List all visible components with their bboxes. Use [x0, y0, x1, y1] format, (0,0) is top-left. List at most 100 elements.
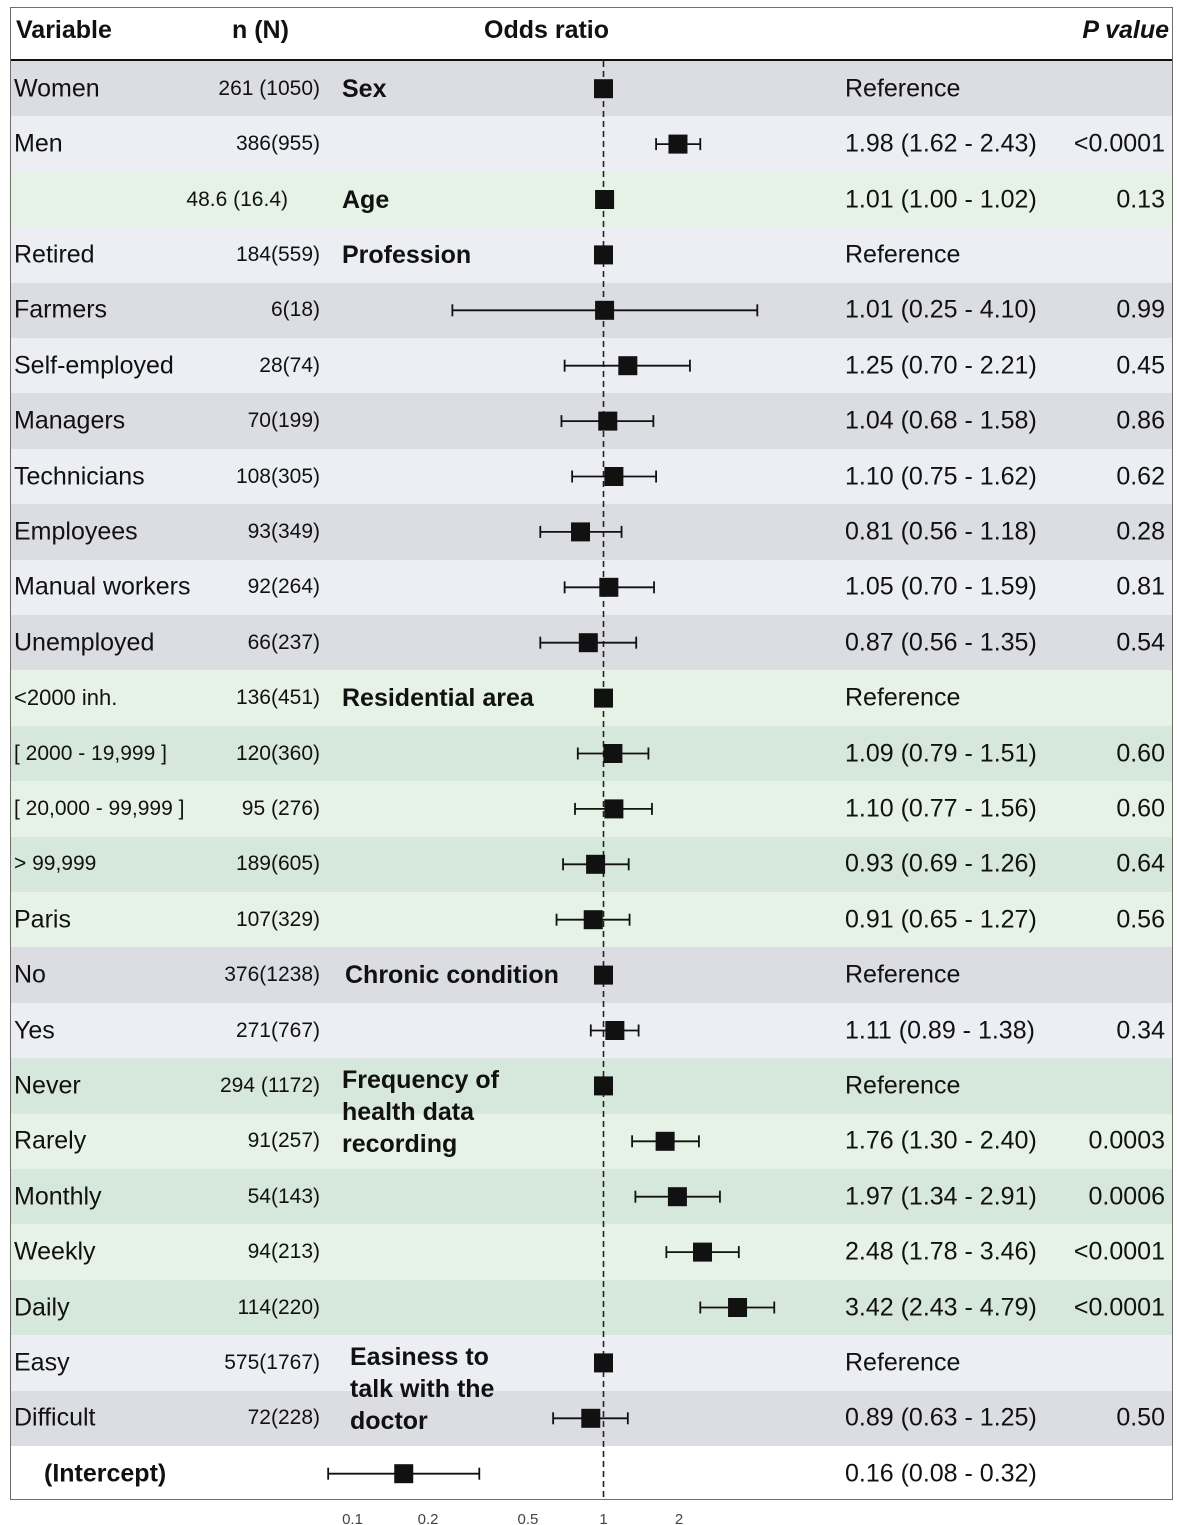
row-p-value: 0.62	[1116, 462, 1165, 490]
row-n-value: 54(143)	[247, 1184, 320, 1208]
row-label: Yes	[14, 1016, 55, 1044]
row-label: Men	[14, 129, 63, 158]
row-p-value: 0.56	[1116, 905, 1165, 934]
row-background	[11, 1279, 1172, 1336]
group-label: Easiness to talk with the doctor	[350, 1343, 495, 1436]
row-label: <2000 inh.	[14, 685, 118, 711]
odds-ratio-point	[581, 1408, 601, 1428]
header-p-value: P value	[1082, 16, 1169, 44]
row-p-value: <0.0001	[1073, 129, 1165, 158]
row-n-value: 136(451)	[235, 686, 320, 710]
row-n-value: 114(220)	[237, 1295, 320, 1319]
odds-ratio-point	[603, 744, 623, 763]
row-label: Daily	[14, 1293, 70, 1321]
row-p-value: 0.50	[1116, 1403, 1165, 1432]
row-label: Managers	[14, 406, 126, 435]
row-odds-ratio-ci: 1.05 (0.70 - 1.59)	[845, 572, 1037, 601]
odds-ratio-point	[594, 1076, 613, 1096]
group-label: Profession	[342, 240, 472, 269]
row-odds-ratio-ci: Reference	[845, 683, 961, 712]
odds-ratio-point	[604, 467, 624, 486]
row-n-value: 575(1767)	[224, 1350, 320, 1374]
row-label: Never	[14, 1071, 81, 1100]
header-variable: Variable	[16, 16, 112, 44]
row-odds-ratio-ci: 1.09 (0.79 - 1.51)	[845, 739, 1037, 767]
row-odds-ratio-ci: Reference	[845, 960, 961, 989]
row-p-value: 0.60	[1116, 739, 1165, 767]
row-n-value: 376(1238)	[224, 963, 320, 987]
row-background	[11, 1058, 1172, 1115]
row-label: (Intercept)	[44, 1459, 167, 1488]
row-odds-ratio-ci: 0.91 (0.65 - 1.27)	[845, 905, 1037, 934]
row-label: Unemployed	[14, 628, 155, 657]
row-odds-ratio-ci: 1.97 (1.34 - 2.91)	[845, 1182, 1037, 1211]
odds-ratio-point	[693, 1242, 713, 1262]
row-background	[11, 1335, 1172, 1392]
odds-ratio-point	[599, 577, 619, 597]
group-label: Age	[342, 185, 390, 214]
row-label: [ 2000 - 19,999 ]	[14, 741, 167, 765]
odds-ratio-point	[595, 190, 615, 209]
odds-ratio-point	[594, 1353, 613, 1373]
x-tick-label: 0.2	[418, 1511, 439, 1525]
row-n-value: 95 (276)	[241, 796, 320, 820]
row-odds-ratio-ci: 1.01 (0.25 - 4.10)	[845, 295, 1037, 324]
row-n-value: 271(767)	[235, 1018, 320, 1042]
row-label: Rarely	[14, 1126, 87, 1155]
row-label: No	[14, 960, 46, 989]
row-p-value: 0.60	[1116, 794, 1165, 823]
row-background	[11, 1113, 1172, 1170]
row-odds-ratio-ci: 1.04 (0.68 - 1.58)	[845, 406, 1037, 435]
row-label: [ 20,000 - 99,999 ]	[14, 796, 185, 820]
row-odds-ratio-ci: 0.89 (0.63 - 1.25)	[845, 1403, 1037, 1432]
row-p-value: 0.81	[1116, 572, 1165, 601]
row-odds-ratio-ci: 3.42 (2.43 - 4.79)	[845, 1293, 1037, 1321]
row-p-value: 0.64	[1116, 849, 1165, 878]
row-n-value: 70(199)	[247, 409, 320, 433]
row-n-value: 94(213)	[247, 1240, 320, 1264]
group-label: Frequency of health data recording	[342, 1066, 499, 1159]
row-p-value: 0.28	[1116, 517, 1165, 546]
odds-ratio-point	[394, 1464, 414, 1484]
odds-ratio-point	[605, 1021, 625, 1040]
row-label: Manual workers	[14, 572, 191, 601]
row-p-value: 0.34	[1116, 1016, 1165, 1044]
row-background	[11, 947, 1172, 1004]
row-label: Women	[14, 74, 100, 103]
row-p-value: 0.99	[1116, 295, 1165, 324]
row-odds-ratio-ci: Reference	[845, 240, 961, 269]
row-p-value: <0.0001	[1073, 1237, 1165, 1266]
table-frame	[10, 7, 1173, 1500]
x-tick-label: 0.1	[342, 1511, 363, 1525]
row-n-value: 66(237)	[247, 630, 320, 654]
row-odds-ratio-ci: 1.10 (0.75 - 1.62)	[845, 462, 1037, 490]
row-n-value: 261 (1050)	[218, 76, 320, 100]
row-p-value: 0.54	[1116, 628, 1165, 657]
row-background	[11, 1224, 1172, 1281]
header-divider	[11, 59, 1172, 61]
row-n-value: 107(329)	[235, 907, 320, 931]
row-n-value: 184(559)	[235, 242, 320, 266]
row-background	[11, 227, 1172, 284]
row-odds-ratio-ci: 1.76 (1.30 - 2.40)	[845, 1126, 1037, 1155]
x-tick-label: 1	[599, 1511, 607, 1525]
row-odds-ratio-ci: 0.93 (0.69 - 1.26)	[845, 849, 1037, 878]
odds-ratio-point	[578, 633, 598, 653]
row-background	[11, 670, 1172, 727]
odds-ratio-point	[594, 79, 613, 99]
odds-ratio-point	[594, 688, 613, 708]
row-n-value: 93(349)	[247, 519, 320, 543]
row-label: Easy	[14, 1348, 70, 1377]
odds-ratio-point	[594, 965, 613, 985]
row-label: Difficult	[14, 1403, 96, 1432]
row-odds-ratio-ci: 1.98 (1.62 - 2.43)	[845, 129, 1037, 158]
header-odds-ratio: Odds ratio	[484, 16, 610, 44]
row-label: Farmers	[14, 295, 108, 324]
row-n-value: 386(955)	[235, 132, 320, 156]
odds-ratio-point	[571, 522, 591, 542]
row-background	[11, 61, 1172, 117]
odds-ratio-point	[618, 356, 638, 376]
row-n-value: 108(305)	[235, 464, 320, 488]
row-label: Monthly	[14, 1182, 102, 1211]
